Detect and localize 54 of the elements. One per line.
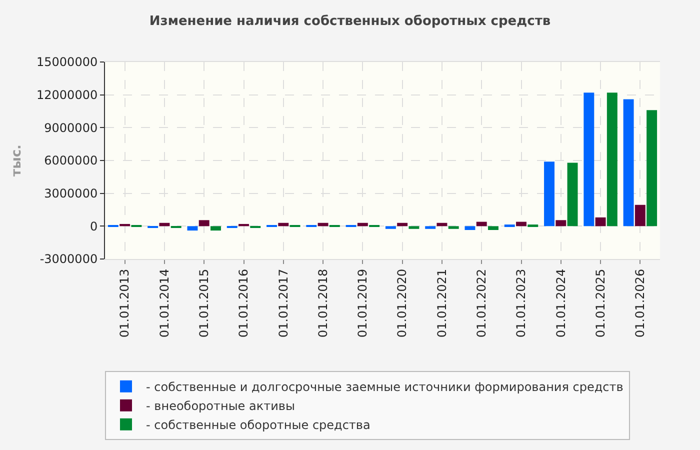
x-tick-label: 01.01.2019 (356, 268, 370, 338)
bar (556, 220, 566, 226)
x-tick-label: 01.01.2024 (554, 268, 568, 338)
y-tick-label: 6000000 (44, 154, 98, 168)
x-tick-label: 01.01.2017 (276, 268, 290, 338)
x-tick-label: 01.01.2013 (118, 268, 132, 338)
bar (408, 226, 420, 229)
bar (488, 226, 498, 230)
y-tick-label: 9000000 (44, 120, 98, 135)
y-tick-label: 12000000 (36, 88, 98, 102)
bar (634, 204, 646, 226)
bar (425, 226, 436, 229)
chart-title: Изменение наличия собственных оборотных средств (149, 14, 551, 29)
legend-label: - собственные оборотные средства (146, 418, 370, 432)
bar (187, 226, 198, 231)
x-tick-label: 01.01.2023 (514, 268, 528, 338)
bar (210, 226, 221, 231)
bar (397, 222, 408, 226)
x-tick-label: 01.01.2016 (236, 268, 251, 338)
bar (606, 92, 618, 226)
bar (385, 226, 396, 229)
x-tick-label: 01.01.2015 (197, 268, 212, 338)
bar (318, 222, 328, 226)
y-axis-title: тыс. (9, 144, 24, 176)
x-tick-label: 01.01.2026 (633, 268, 648, 338)
y-tick-label: -3000000 (40, 252, 98, 266)
bar (278, 222, 289, 226)
x-tick-label: 01.01.2025 (593, 268, 608, 338)
bar (448, 226, 459, 229)
bar (198, 220, 210, 226)
bar (159, 222, 170, 226)
y-tick-label: 15000000 (36, 55, 98, 70)
bar (595, 217, 606, 226)
x-tick-label: 01.01.2018 (316, 268, 330, 338)
x-tick-label: 01.01.2020 (395, 268, 410, 338)
bar (120, 224, 130, 226)
legend-label: - собственные и долгосрочные заемные источники формирования средств (146, 380, 624, 394)
bar (238, 224, 249, 226)
x-tick-label: 01.01.2022 (474, 268, 489, 338)
bar (436, 222, 448, 226)
y-tick-label: 0 (90, 219, 98, 234)
bar (544, 162, 554, 226)
bar (464, 226, 476, 230)
legend-label: - внеоборотные активы (146, 399, 295, 414)
x-tick-label: 01.01.2021 (434, 268, 449, 338)
bar (516, 222, 526, 226)
bar (357, 222, 368, 226)
bar (623, 99, 634, 226)
y-tick-label: 3000000 (44, 186, 98, 201)
bar (476, 222, 487, 226)
x-tick-label: 01.01.2014 (157, 268, 172, 338)
bar (567, 162, 578, 226)
bar (646, 110, 658, 226)
bar (584, 92, 594, 226)
